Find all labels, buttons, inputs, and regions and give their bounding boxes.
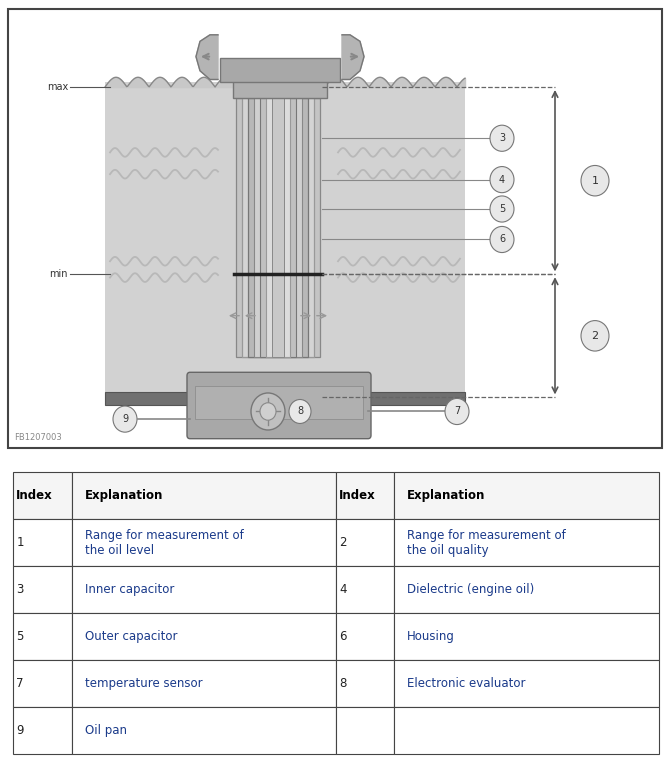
Bar bbox=[266, 98, 290, 357]
FancyBboxPatch shape bbox=[187, 373, 371, 439]
Circle shape bbox=[445, 399, 469, 424]
Polygon shape bbox=[342, 35, 364, 79]
Text: FB1207003: FB1207003 bbox=[14, 433, 62, 442]
Bar bbox=[254, 98, 302, 357]
Bar bbox=[236, 98, 320, 357]
Bar bbox=[272, 98, 284, 357]
Text: 9: 9 bbox=[122, 414, 128, 424]
Text: 8: 8 bbox=[297, 406, 303, 417]
Text: 2: 2 bbox=[591, 331, 599, 341]
Text: max: max bbox=[47, 82, 68, 92]
Circle shape bbox=[260, 403, 276, 420]
Circle shape bbox=[113, 406, 137, 432]
Circle shape bbox=[490, 167, 514, 193]
Text: 6: 6 bbox=[499, 235, 505, 245]
Text: 3: 3 bbox=[499, 133, 505, 143]
Text: 7: 7 bbox=[454, 406, 460, 417]
Polygon shape bbox=[196, 35, 218, 79]
Text: min: min bbox=[50, 269, 68, 280]
Bar bbox=[105, 392, 465, 405]
Bar bbox=[105, 82, 465, 397]
Circle shape bbox=[490, 196, 514, 222]
Circle shape bbox=[581, 321, 609, 351]
Circle shape bbox=[289, 399, 311, 424]
Circle shape bbox=[490, 125, 514, 152]
Text: 4: 4 bbox=[499, 174, 505, 184]
Bar bbox=[248, 98, 308, 357]
Bar bbox=[260, 98, 296, 357]
Circle shape bbox=[251, 393, 285, 430]
Text: 5: 5 bbox=[499, 204, 505, 214]
Bar bbox=[195, 386, 363, 419]
Circle shape bbox=[490, 226, 514, 252]
Circle shape bbox=[581, 165, 609, 196]
Bar bbox=[220, 58, 340, 82]
Bar bbox=[233, 81, 327, 98]
Text: 1: 1 bbox=[591, 176, 599, 186]
Bar bbox=[242, 98, 314, 357]
